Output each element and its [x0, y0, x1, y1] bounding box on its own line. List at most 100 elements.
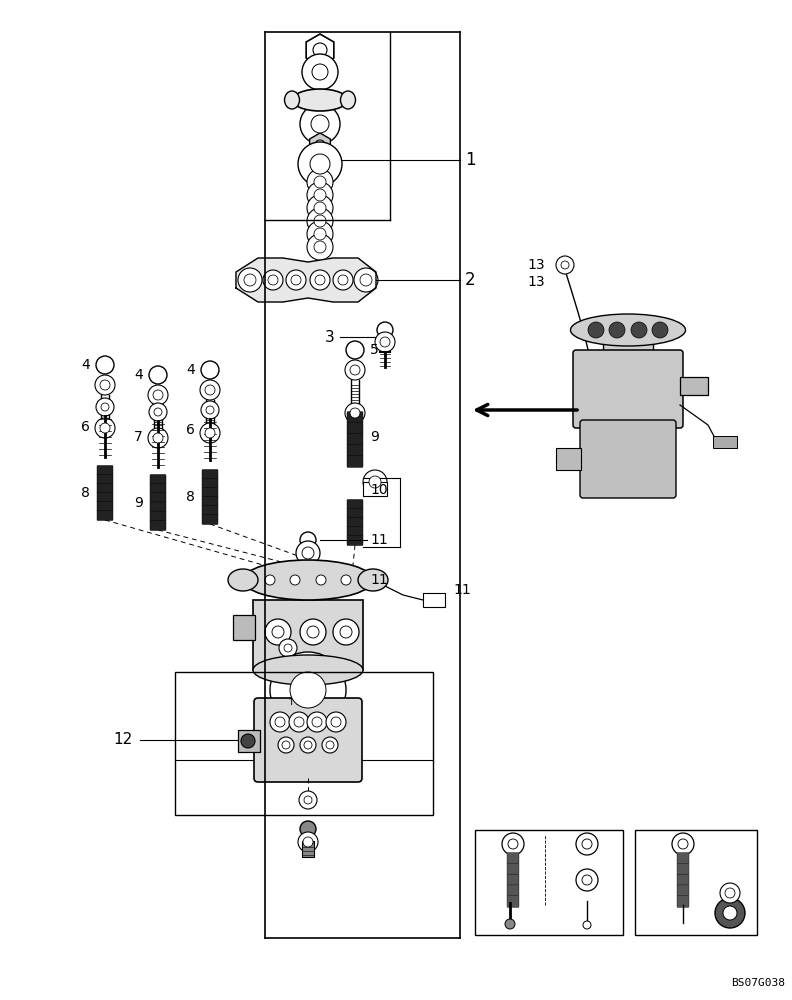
- FancyBboxPatch shape: [202, 496, 218, 507]
- FancyBboxPatch shape: [202, 478, 218, 489]
- FancyBboxPatch shape: [254, 698, 362, 782]
- FancyBboxPatch shape: [150, 520, 166, 531]
- Text: 3: 3: [326, 330, 335, 344]
- Circle shape: [304, 741, 312, 749]
- Circle shape: [576, 869, 598, 891]
- Text: 4: 4: [135, 368, 143, 382]
- FancyBboxPatch shape: [150, 493, 166, 503]
- FancyBboxPatch shape: [202, 514, 218, 525]
- Circle shape: [284, 569, 306, 591]
- Circle shape: [312, 717, 322, 727]
- FancyBboxPatch shape: [677, 896, 689, 907]
- Circle shape: [95, 375, 115, 395]
- Circle shape: [672, 833, 694, 855]
- FancyBboxPatch shape: [347, 499, 363, 510]
- Circle shape: [322, 737, 338, 753]
- Text: BS07G038: BS07G038: [731, 978, 785, 988]
- Circle shape: [350, 408, 360, 418]
- Text: ↑11: ↑11: [287, 697, 310, 707]
- Circle shape: [304, 796, 312, 804]
- Text: 10: 10: [370, 483, 387, 497]
- Circle shape: [583, 921, 591, 929]
- FancyBboxPatch shape: [677, 863, 689, 875]
- FancyBboxPatch shape: [202, 505, 218, 516]
- Circle shape: [300, 532, 316, 548]
- Circle shape: [720, 883, 740, 903]
- Circle shape: [678, 839, 688, 849]
- FancyBboxPatch shape: [507, 863, 519, 875]
- FancyBboxPatch shape: [347, 445, 363, 456]
- Circle shape: [279, 639, 297, 657]
- FancyBboxPatch shape: [347, 526, 363, 537]
- Circle shape: [290, 575, 300, 585]
- Circle shape: [244, 274, 256, 286]
- Text: a: a: [492, 839, 498, 849]
- Bar: [253, 600, 363, 670]
- Circle shape: [723, 906, 737, 920]
- Circle shape: [314, 176, 326, 188]
- Circle shape: [268, 275, 278, 285]
- Circle shape: [307, 169, 333, 195]
- Circle shape: [725, 888, 735, 898]
- Text: 7: 7: [135, 430, 143, 444]
- FancyBboxPatch shape: [580, 420, 676, 498]
- Bar: [175, 672, 433, 815]
- Circle shape: [101, 403, 109, 411]
- Bar: [302, 841, 314, 857]
- Circle shape: [296, 541, 320, 565]
- Circle shape: [310, 569, 332, 591]
- Circle shape: [316, 575, 326, 585]
- Text: 13: 13: [527, 275, 545, 289]
- Circle shape: [380, 337, 390, 347]
- Circle shape: [303, 837, 313, 847]
- Circle shape: [340, 626, 352, 638]
- Circle shape: [588, 322, 604, 338]
- Circle shape: [153, 433, 163, 443]
- Circle shape: [313, 43, 327, 57]
- Bar: [635, 830, 757, 935]
- Circle shape: [300, 619, 326, 645]
- Circle shape: [333, 619, 359, 645]
- Text: e: e: [488, 908, 494, 918]
- Circle shape: [338, 275, 348, 285]
- Circle shape: [149, 403, 167, 421]
- Ellipse shape: [341, 91, 356, 109]
- Text: 4: 4: [481, 912, 490, 927]
- FancyBboxPatch shape: [347, 423, 363, 434]
- Circle shape: [314, 241, 326, 253]
- Text: b: b: [648, 875, 654, 885]
- FancyBboxPatch shape: [150, 474, 166, 485]
- Circle shape: [652, 322, 668, 338]
- Circle shape: [310, 154, 330, 174]
- Text: d: d: [551, 875, 558, 885]
- FancyBboxPatch shape: [150, 511, 166, 521]
- FancyBboxPatch shape: [573, 350, 683, 428]
- FancyBboxPatch shape: [150, 484, 166, 494]
- Circle shape: [148, 428, 168, 448]
- Circle shape: [310, 270, 330, 290]
- Circle shape: [259, 569, 281, 591]
- FancyBboxPatch shape: [347, 517, 363, 528]
- Circle shape: [375, 332, 395, 352]
- Circle shape: [354, 268, 378, 292]
- FancyBboxPatch shape: [507, 874, 519, 886]
- Circle shape: [314, 215, 326, 227]
- FancyBboxPatch shape: [97, 474, 113, 485]
- Circle shape: [291, 275, 301, 285]
- Circle shape: [289, 712, 309, 732]
- Circle shape: [95, 418, 115, 438]
- Circle shape: [307, 221, 333, 247]
- FancyBboxPatch shape: [347, 434, 363, 445]
- FancyBboxPatch shape: [150, 502, 166, 512]
- Bar: [238, 730, 260, 752]
- Bar: [603, 325, 653, 355]
- Bar: [475, 830, 623, 935]
- FancyBboxPatch shape: [507, 896, 519, 907]
- Ellipse shape: [253, 655, 363, 685]
- Circle shape: [505, 919, 515, 929]
- Circle shape: [556, 256, 574, 274]
- Circle shape: [100, 423, 110, 433]
- Circle shape: [333, 270, 353, 290]
- Circle shape: [326, 712, 346, 732]
- Circle shape: [314, 189, 326, 201]
